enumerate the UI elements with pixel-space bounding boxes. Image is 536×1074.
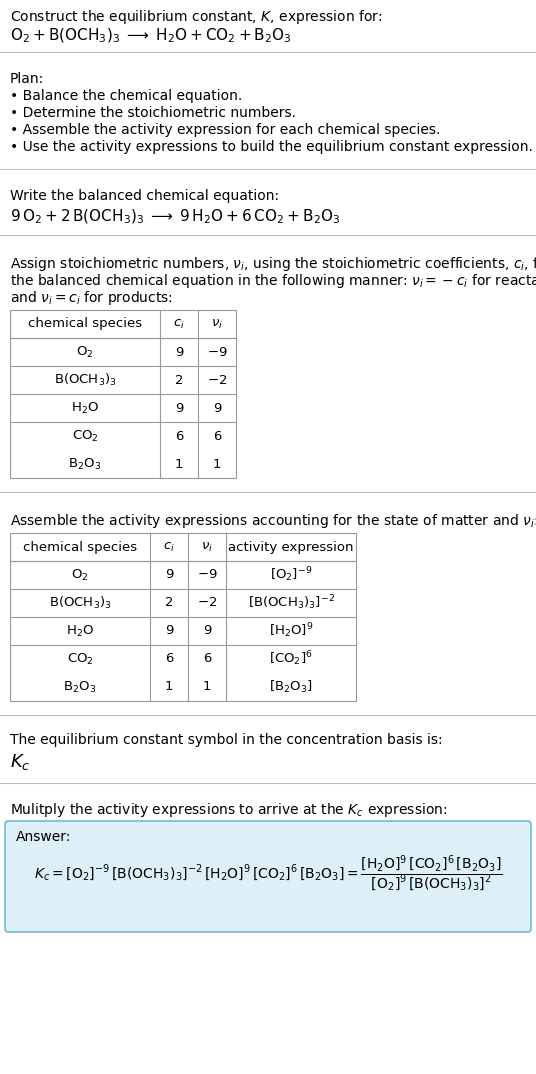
Text: $[\mathrm{O_2}]^{-9}$: $[\mathrm{O_2}]^{-9}$	[270, 566, 312, 584]
Text: 9: 9	[165, 568, 173, 581]
Text: • Balance the chemical equation.: • Balance the chemical equation.	[10, 89, 242, 103]
Text: • Use the activity expressions to build the equilibrium constant expression.: • Use the activity expressions to build …	[10, 140, 533, 154]
Text: 1: 1	[213, 458, 221, 470]
Text: and $\nu_i = c_i$ for products:: and $\nu_i = c_i$ for products:	[10, 289, 173, 307]
Text: Assign stoichiometric numbers, $\nu_i$, using the stoichiometric coefficients, $: Assign stoichiometric numbers, $\nu_i$, …	[10, 255, 536, 273]
Text: $-9$: $-9$	[197, 568, 217, 581]
Text: $\mathrm{CO_2}$: $\mathrm{CO_2}$	[72, 429, 98, 444]
Text: 2: 2	[175, 374, 183, 387]
Text: $\nu_i$: $\nu_i$	[211, 318, 223, 331]
Text: The equilibrium constant symbol in the concentration basis is:: The equilibrium constant symbol in the c…	[10, 732, 443, 748]
Text: chemical species: chemical species	[28, 318, 142, 331]
Text: $c_i$: $c_i$	[173, 318, 185, 331]
FancyBboxPatch shape	[5, 821, 531, 932]
Text: $\mathrm{B_2O_3}$: $\mathrm{B_2O_3}$	[63, 680, 96, 695]
Text: Plan:: Plan:	[10, 72, 44, 86]
Text: $\mathrm{B(OCH_3)_3}$: $\mathrm{B(OCH_3)_3}$	[49, 595, 111, 611]
Text: Answer:: Answer:	[16, 830, 71, 844]
Text: 9: 9	[165, 624, 173, 638]
Text: $[\mathrm{B_2O_3}]$: $[\mathrm{B_2O_3}]$	[269, 679, 313, 695]
Text: 1: 1	[165, 681, 173, 694]
Text: $-9$: $-9$	[207, 346, 227, 359]
Text: 9: 9	[175, 346, 183, 359]
Text: $\mathrm{O_2}$: $\mathrm{O_2}$	[76, 345, 94, 360]
Text: Write the balanced chemical equation:: Write the balanced chemical equation:	[10, 189, 279, 203]
Text: $[\mathrm{CO_2}]^{6}$: $[\mathrm{CO_2}]^{6}$	[269, 650, 313, 668]
Text: Construct the equilibrium constant, $K$, expression for:: Construct the equilibrium constant, $K$,…	[10, 8, 383, 26]
Text: $\nu_i$: $\nu_i$	[201, 540, 213, 553]
Text: $c_i$: $c_i$	[163, 540, 175, 553]
Text: 6: 6	[203, 653, 211, 666]
Text: 2: 2	[165, 596, 173, 610]
Text: 6: 6	[165, 653, 173, 666]
Text: $\mathrm{9\,O_2 + 2\,B(OCH_3)_3 \;\longrightarrow\; 9\,H_2O + 6\,CO_2 + B_2O_3}$: $\mathrm{9\,O_2 + 2\,B(OCH_3)_3 \;\longr…	[10, 208, 340, 227]
Text: $\mathrm{B(OCH_3)_3}$: $\mathrm{B(OCH_3)_3}$	[54, 372, 116, 388]
Text: $\mathrm{H_2O}$: $\mathrm{H_2O}$	[66, 623, 94, 639]
Text: chemical species: chemical species	[23, 540, 137, 553]
Text: activity expression: activity expression	[228, 540, 354, 553]
Text: $K_c$: $K_c$	[10, 752, 31, 772]
Text: $\mathrm{H_2O}$: $\mathrm{H_2O}$	[71, 401, 99, 416]
Text: Assemble the activity expressions accounting for the state of matter and $\nu_i$: Assemble the activity expressions accoun…	[10, 512, 536, 529]
Text: • Determine the stoichiometric numbers.: • Determine the stoichiometric numbers.	[10, 106, 296, 120]
Text: $\mathrm{CO_2}$: $\mathrm{CO_2}$	[66, 652, 93, 667]
Bar	[10, 533, 356, 701]
Text: 1: 1	[203, 681, 211, 694]
Text: $\mathrm{O_2}$: $\mathrm{O_2}$	[71, 567, 89, 582]
Text: 9: 9	[213, 402, 221, 415]
Bar	[10, 310, 236, 478]
Text: $K_c = [\mathrm{O_2}]^{-9}\,[\mathrm{B(OCH_3)_3}]^{-2}\,[\mathrm{H_2O}]^{9}\,[\m: $K_c = [\mathrm{O_2}]^{-9}\,[\mathrm{B(O…	[34, 854, 502, 895]
Text: $[\mathrm{B(OCH_3)_3}]^{-2}$: $[\mathrm{B(OCH_3)_3}]^{-2}$	[248, 594, 334, 612]
Text: $\mathrm{O_2 + B(OCH_3)_3 \;\longrightarrow\; H_2O + CO_2 + B_2O_3}$: $\mathrm{O_2 + B(OCH_3)_3 \;\longrightar…	[10, 27, 292, 45]
Text: 1: 1	[175, 458, 183, 470]
Text: $[\mathrm{H_2O}]^{9}$: $[\mathrm{H_2O}]^{9}$	[269, 622, 313, 640]
Text: 9: 9	[175, 402, 183, 415]
Text: the balanced chemical equation in the following manner: $\nu_i = -c_i$ for react: the balanced chemical equation in the fo…	[10, 272, 536, 290]
Text: • Assemble the activity expression for each chemical species.: • Assemble the activity expression for e…	[10, 124, 441, 137]
Text: $-2$: $-2$	[197, 596, 217, 610]
Text: 6: 6	[175, 430, 183, 442]
Text: 6: 6	[213, 430, 221, 442]
Text: 9: 9	[203, 624, 211, 638]
Text: Mulitply the activity expressions to arrive at the $K_c$ expression:: Mulitply the activity expressions to arr…	[10, 801, 448, 819]
Text: $-2$: $-2$	[207, 374, 227, 387]
Text: $\mathrm{B_2O_3}$: $\mathrm{B_2O_3}$	[69, 456, 101, 471]
